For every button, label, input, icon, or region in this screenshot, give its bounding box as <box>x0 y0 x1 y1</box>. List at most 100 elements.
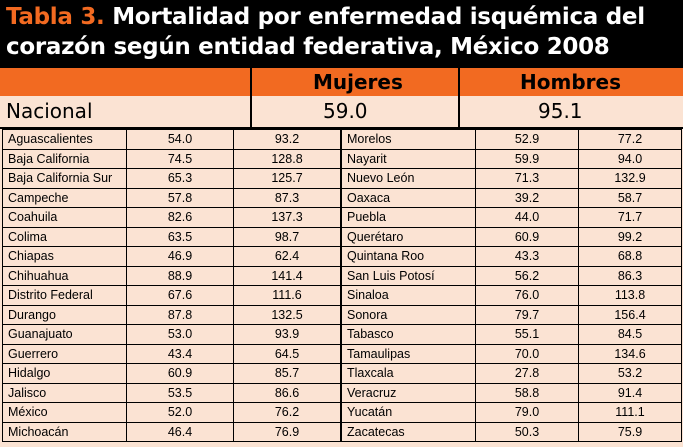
mujeres-value-cell: 57.8 <box>126 187 234 208</box>
table-row: Tlaxcala 27.8 53.2 <box>341 363 682 384</box>
hombres-value-cell: 71.7 <box>578 207 682 228</box>
national-divider <box>250 96 252 127</box>
mujeres-value-cell: 43.3 <box>475 246 579 267</box>
hombres-value-cell: 113.8 <box>578 285 682 306</box>
state-name-cell: Durango <box>2 304 127 325</box>
title-line-1: Tabla 3. Mortalidad por enfermedad isqué… <box>6 4 645 30</box>
mujeres-value-cell: 74.5 <box>126 148 234 169</box>
hombres-value-cell: 76.2 <box>233 402 341 423</box>
state-name-cell: Colima <box>2 226 127 247</box>
mujeres-value-cell: 82.6 <box>126 207 234 228</box>
table-row: Baja California Sur 65.3 125.7 <box>2 168 341 189</box>
right-state-table: Morelos 52.9 77.2 Nayarit 59.9 94.0 Nuevo León… <box>341 129 682 442</box>
mujeres-value-cell: 59.9 <box>475 148 579 169</box>
hombres-value-cell: 68.8 <box>578 246 682 267</box>
state-name-cell: Morelos <box>341 129 476 150</box>
table-row: Nayarit 59.9 94.0 <box>341 148 682 169</box>
national-bottom-border <box>0 127 683 129</box>
table-row: México 52.0 76.2 <box>2 402 341 423</box>
mujeres-value-cell: 46.9 <box>126 246 234 267</box>
state-name-cell: Distrito Federal <box>2 285 127 306</box>
mujeres-value-cell: 53.0 <box>126 324 234 345</box>
header-mujeres: Mujeres <box>313 70 403 94</box>
national-mujeres-value: 59.0 <box>323 99 368 123</box>
state-name-cell: Zacatecas <box>341 421 476 442</box>
table-row: Hidalgo 60.9 85.7 <box>2 363 341 384</box>
state-name-cell: Tamaulipas <box>341 343 476 364</box>
hombres-value-cell: 93.2 <box>233 129 341 150</box>
mujeres-value-cell: 55.1 <box>475 324 579 345</box>
hombres-value-cell: 125.7 <box>233 168 341 189</box>
hombres-value-cell: 64.5 <box>233 343 341 364</box>
header-divider <box>250 68 252 96</box>
mujeres-value-cell: 76.0 <box>475 285 579 306</box>
table-row: Guanajuato 53.0 93.9 <box>2 324 341 345</box>
state-name-cell: Baja California <box>2 148 127 169</box>
national-divider <box>458 96 460 127</box>
state-name-cell: Baja California Sur <box>2 168 127 189</box>
state-name-cell: Aguascalientes <box>2 129 127 150</box>
mujeres-value-cell: 46.4 <box>126 421 234 442</box>
table-row: Quintana Roo 43.3 68.8 <box>341 246 682 267</box>
table-row: Oaxaca 39.2 58.7 <box>341 187 682 208</box>
state-name-cell: Oaxaca <box>341 187 476 208</box>
table-row: Durango 87.8 132.5 <box>2 304 341 325</box>
state-name-cell: Nuevo León <box>341 168 476 189</box>
state-name-cell: Yucatán <box>341 402 476 423</box>
state-name-cell: Guanajuato <box>2 324 127 345</box>
state-name-cell: Campeche <box>2 187 127 208</box>
table-row: Colima 63.5 98.7 <box>2 226 341 247</box>
table-row: Guerrero 43.4 64.5 <box>2 343 341 364</box>
hombres-value-cell: 132.5 <box>233 304 341 325</box>
table-row: Sinaloa 76.0 113.8 <box>341 285 682 306</box>
mujeres-value-cell: 43.4 <box>126 343 234 364</box>
mujeres-value-cell: 63.5 <box>126 226 234 247</box>
state-name-cell: Chiapas <box>2 246 127 267</box>
table-row: Morelos 52.9 77.2 <box>341 129 682 150</box>
state-name-cell: Chihuahua <box>2 265 127 286</box>
table-row: Chihuahua 88.9 141.4 <box>2 265 341 286</box>
title-label: Tabla 3. <box>6 4 105 30</box>
mujeres-value-cell: 50.3 <box>475 421 579 442</box>
state-name-cell: Querétaro <box>341 226 476 247</box>
table-row: Tamaulipas 70.0 134.6 <box>341 343 682 364</box>
mujeres-value-cell: 39.2 <box>475 187 579 208</box>
national-row: Nacional 59.0 95.1 <box>0 96 683 127</box>
hombres-value-cell: 91.4 <box>578 382 682 403</box>
column-header-row: Mujeres Hombres <box>0 68 683 96</box>
hombres-value-cell: 93.9 <box>233 324 341 345</box>
table-row: Aguascalientes 54.0 93.2 <box>2 129 341 150</box>
hombres-value-cell: 62.4 <box>233 246 341 267</box>
hombres-value-cell: 98.7 <box>233 226 341 247</box>
hombres-value-cell: 128.8 <box>233 148 341 169</box>
mujeres-value-cell: 70.0 <box>475 343 579 364</box>
mujeres-value-cell: 71.3 <box>475 168 579 189</box>
mujeres-value-cell: 60.9 <box>126 363 234 384</box>
hombres-value-cell: 85.7 <box>233 363 341 384</box>
state-name-cell: Guerrero <box>2 343 127 364</box>
mujeres-value-cell: 88.9 <box>126 265 234 286</box>
table-row: Puebla 44.0 71.7 <box>341 207 682 228</box>
table-row: Veracruz 58.8 91.4 <box>341 382 682 403</box>
hombres-value-cell: 76.9 <box>233 421 341 442</box>
state-name-cell: Sonora <box>341 304 476 325</box>
state-name-cell: Veracruz <box>341 382 476 403</box>
mujeres-value-cell: 67.6 <box>126 285 234 306</box>
hombres-value-cell: 141.4 <box>233 265 341 286</box>
hombres-value-cell: 132.9 <box>578 168 682 189</box>
state-name-cell: Michoacán <box>2 421 127 442</box>
state-name-cell: Puebla <box>341 207 476 228</box>
mujeres-value-cell: 52.0 <box>126 402 234 423</box>
table-row: Zacatecas 50.3 75.9 <box>341 421 682 442</box>
title-line-2: corazón según entidad federativa, México… <box>6 34 610 60</box>
state-name-cell: Nayarit <box>341 148 476 169</box>
hombres-value-cell: 137.3 <box>233 207 341 228</box>
state-name-cell: Tlaxcala <box>341 363 476 384</box>
mujeres-value-cell: 44.0 <box>475 207 579 228</box>
mujeres-value-cell: 65.3 <box>126 168 234 189</box>
table-row: Nuevo León 71.3 132.9 <box>341 168 682 189</box>
hombres-value-cell: 111.6 <box>233 285 341 306</box>
table-row: Michoacán 46.4 76.9 <box>2 421 341 442</box>
national-hombres-value: 95.1 <box>538 99 583 123</box>
hombres-value-cell: 156.4 <box>578 304 682 325</box>
